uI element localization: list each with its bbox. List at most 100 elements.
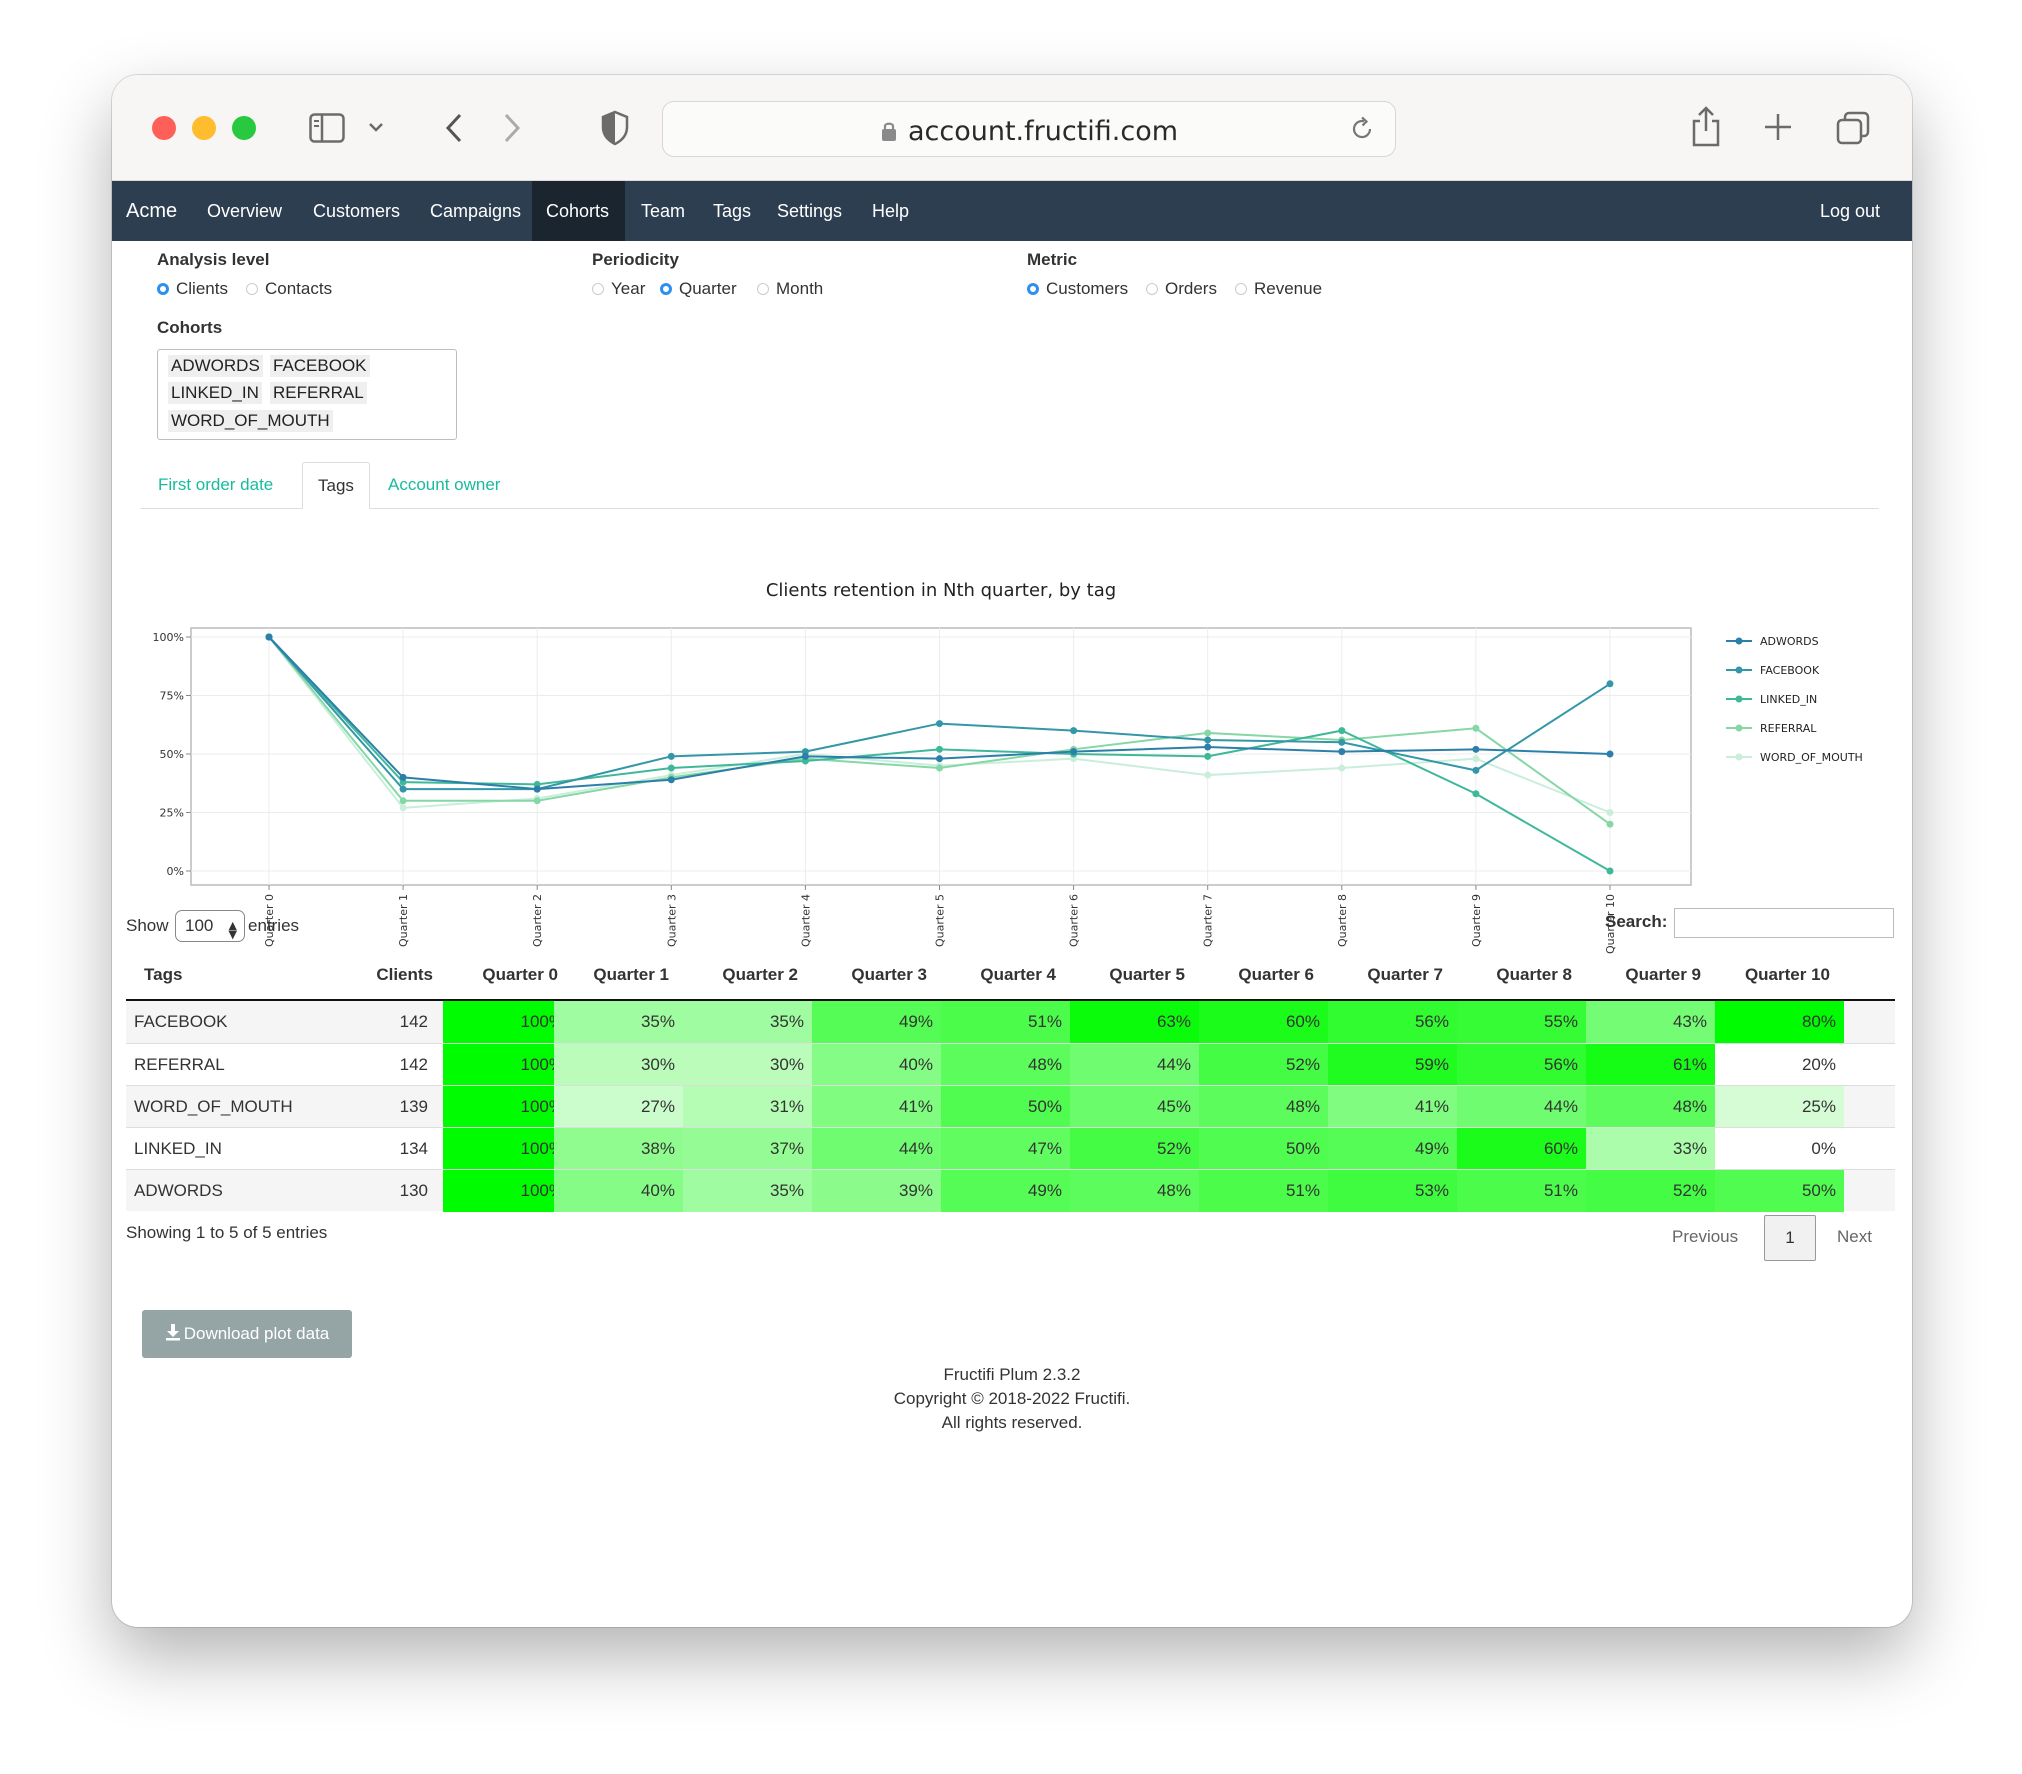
legend-label: FACEBOOK: [1760, 664, 1820, 677]
radio-indicator[interactable]: [157, 283, 169, 295]
nav-help[interactable]: Help: [872, 201, 910, 221]
sidebar-toggle-icon[interactable]: [307, 108, 347, 148]
cohort-chip[interactable]: LINKED_IN: [168, 382, 262, 404]
download-plot-data-button[interactable]: Download plot data: [142, 1310, 352, 1358]
radio-quarter[interactable]: Quarter: [660, 279, 737, 299]
column-header-quarter-2[interactable]: Quarter 2: [722, 965, 798, 984]
brand-link[interactable]: Acme: [126, 200, 178, 222]
column-header-quarter-7[interactable]: Quarter 7: [1367, 965, 1443, 984]
zoom-window-button[interactable]: [232, 116, 256, 140]
nav-cohorts[interactable]: Cohorts: [532, 181, 625, 241]
cell-quarter-value: 50%: [941, 1086, 1070, 1128]
data-point: [1472, 724, 1480, 732]
cell-quarter-value: 27%: [554, 1086, 683, 1128]
cell-quarter-value: 60%: [1457, 1128, 1586, 1170]
column-header-quarter-1[interactable]: Quarter 1: [593, 965, 669, 984]
column-header-quarter-9[interactable]: Quarter 9: [1625, 965, 1701, 984]
cohorts-multiselect[interactable]: ADWORDS FACEBOOK LINKED_IN REFERRAL WORD…: [157, 349, 457, 440]
nav-team[interactable]: Team: [641, 201, 686, 221]
back-arrow-icon[interactable]: [434, 108, 474, 148]
radio-indicator[interactable]: [660, 283, 672, 295]
data-point: [265, 633, 273, 641]
column-header-quarter-10[interactable]: Quarter 10: [1744, 965, 1830, 984]
data-point: [1472, 766, 1480, 774]
data-point: [1204, 743, 1212, 751]
cell-quarter-value: 49%: [812, 1001, 941, 1043]
column-header-quarter-5[interactable]: Quarter 5: [1109, 965, 1185, 984]
column-header-quarter-8[interactable]: Quarter 8: [1496, 965, 1572, 984]
cohort-chip[interactable]: FACEBOOK: [270, 355, 370, 377]
data-point: [1606, 867, 1614, 875]
cell-quarter-value: 100%: [443, 1044, 572, 1086]
reload-icon[interactable]: [1347, 114, 1377, 144]
cohort-chip[interactable]: ADWORDS: [168, 355, 263, 377]
radio-clients[interactable]: Clients: [157, 279, 228, 299]
nav-settings[interactable]: Settings: [777, 201, 843, 221]
chart-series: [265, 633, 1614, 875]
search-label: Search:: [1605, 912, 1668, 931]
column-header-quarter-3[interactable]: Quarter 3: [851, 965, 927, 984]
entries-length-select[interactable]: 100 ▲ ▼: [175, 910, 245, 942]
cell-quarter-value: 30%: [554, 1044, 683, 1086]
close-window-button[interactable]: [152, 116, 176, 140]
nav-customers[interactable]: Customers: [313, 201, 401, 221]
column-header-clients[interactable]: Clients: [376, 965, 433, 984]
radio-customers[interactable]: Customers: [1027, 279, 1128, 299]
new-tab-plus-icon[interactable]: [1758, 107, 1798, 147]
address-bar[interactable]: account.fructifi.com: [662, 101, 1396, 157]
cell-quarter-value: 35%: [683, 1001, 812, 1043]
table-row: LINKED_IN 134 100% 38% 37% 44% 47% 52% 50% 49% 60%…: [126, 1127, 1895, 1170]
nav-overview[interactable]: Overview: [207, 201, 283, 221]
nav-tags[interactable]: Tags: [713, 201, 752, 221]
radio-indicator[interactable]: [246, 283, 258, 295]
cohort-chip[interactable]: REFERRAL: [270, 382, 367, 404]
radio-contacts[interactable]: Contacts: [246, 279, 332, 299]
data-point: [399, 785, 407, 793]
minimize-window-button[interactable]: [192, 116, 216, 140]
radio-orders[interactable]: Orders: [1146, 279, 1217, 299]
logout-link[interactable]: Log out: [1820, 201, 1881, 221]
analysis-level-label: Analysis level: [157, 250, 270, 269]
chevron-down-icon[interactable]: [364, 115, 388, 139]
column-header-quarter-0[interactable]: Quarter 0: [482, 965, 558, 984]
download-icon: [165, 1324, 180, 1341]
pagination-page-1[interactable]: 1: [1764, 1215, 1816, 1261]
table-row: REFERRAL 142 100% 30% 30% 40% 48% 44% 52% 59% 56% 6…: [126, 1043, 1895, 1086]
search-input[interactable]: [1674, 908, 1894, 938]
nav-campaigns[interactable]: Campaigns: [430, 201, 522, 221]
radio-indicator[interactable]: [1235, 283, 1247, 295]
cell-quarter-value: 53%: [1328, 1170, 1457, 1212]
radio-month[interactable]: Month: [757, 279, 823, 299]
cell-quarter-value: 39%: [812, 1170, 941, 1212]
tab-overview-icon[interactable]: [1832, 107, 1874, 149]
radio-revenue[interactable]: Revenue: [1235, 279, 1322, 299]
pagination-next[interactable]: Next: [1837, 1227, 1872, 1246]
column-header-tags[interactable]: Tags: [144, 965, 183, 984]
data-point: [399, 797, 407, 805]
tab-first-order-date[interactable]: First order date: [158, 475, 274, 494]
radio-year[interactable]: Year: [592, 279, 645, 299]
radio-indicator[interactable]: [1146, 283, 1158, 295]
data-point: [1338, 727, 1346, 735]
column-header-quarter-4[interactable]: Quarter 4: [980, 965, 1056, 984]
column-header-quarter-6[interactable]: Quarter 6: [1238, 965, 1314, 984]
x-tick-label: Quarter 10: [1604, 894, 1617, 954]
share-icon[interactable]: [1685, 101, 1727, 151]
forward-arrow-icon[interactable]: [492, 108, 532, 148]
radio-indicator[interactable]: [592, 283, 604, 295]
cell-quarter-value: 59%: [1328, 1044, 1457, 1086]
cell-quarter-value: 48%: [1070, 1170, 1199, 1212]
tab-account-owner[interactable]: Account owner: [388, 475, 501, 494]
data-point: [1606, 809, 1614, 816]
pagination-previous[interactable]: Previous: [1672, 1227, 1739, 1246]
x-tick-label: Quarter 3: [665, 894, 678, 947]
cell-quarter-value: 56%: [1328, 1001, 1457, 1043]
radio-indicator[interactable]: [1027, 283, 1039, 295]
cell-tag: LINKED_IN: [134, 1139, 222, 1158]
tab-tags[interactable]: Tags: [302, 462, 370, 509]
cell-quarter-value: 61%: [1586, 1044, 1715, 1086]
radio-indicator[interactable]: [757, 283, 769, 295]
cohort-chip[interactable]: WORD_OF_MOUTH: [168, 410, 333, 432]
cell-quarter-value: 80%: [1715, 1001, 1844, 1043]
shield-icon[interactable]: [595, 107, 635, 149]
